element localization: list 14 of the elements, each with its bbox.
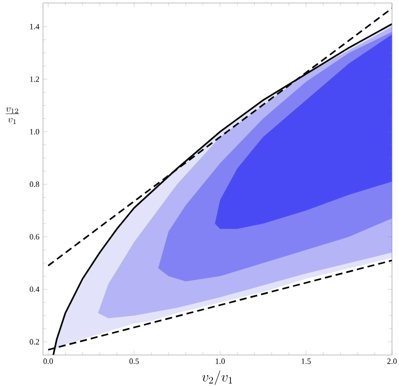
x-tick-label: 1.0: [216, 358, 225, 364]
x-tick-label: 0.0: [43, 358, 53, 364]
y-tick-label: 1.0: [30, 128, 40, 134]
y-tick-label: 1.4: [30, 24, 40, 30]
y-tick-label: 0.8: [30, 182, 40, 187]
x-tick-label: 1.5: [302, 358, 311, 364]
y-axis-title: $\frac{v_{12}}{v_1}$: [6, 107, 20, 124]
x-tick-label: 2.0: [387, 358, 397, 364]
x-axis-title: $v_2/v_1$: [202, 370, 232, 385]
x-tick-label: 0.5: [129, 358, 139, 364]
y-tick-label: 1.2: [30, 76, 40, 82]
y-tick-label: 0.2: [30, 339, 40, 345]
y-tick-label: 0.4: [30, 286, 40, 292]
y-tick-label: 0.6: [30, 234, 40, 240]
